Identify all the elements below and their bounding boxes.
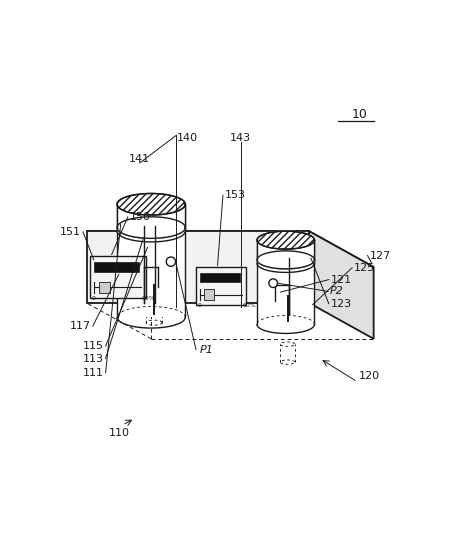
Text: P1: P1: [200, 345, 213, 355]
Polygon shape: [117, 217, 185, 238]
Polygon shape: [117, 193, 185, 215]
Text: 123: 123: [331, 299, 352, 308]
Text: 110: 110: [108, 428, 129, 438]
Text: 143: 143: [230, 133, 251, 143]
Text: 150: 150: [130, 212, 150, 222]
Text: 125: 125: [354, 263, 375, 273]
Text: 115: 115: [83, 341, 104, 351]
Polygon shape: [204, 289, 214, 300]
Text: 0: 0: [92, 296, 95, 301]
Text: P2: P2: [330, 287, 344, 296]
Polygon shape: [309, 231, 374, 339]
Polygon shape: [87, 231, 309, 303]
Text: 60%: 60%: [142, 296, 156, 301]
Polygon shape: [257, 251, 314, 269]
Text: 10: 10: [351, 108, 367, 121]
Text: 60%: 60%: [242, 302, 256, 307]
Ellipse shape: [269, 279, 277, 287]
Text: 113: 113: [83, 353, 104, 364]
Text: 121: 121: [331, 275, 352, 285]
Polygon shape: [87, 231, 374, 267]
Polygon shape: [257, 251, 314, 269]
Text: 141: 141: [129, 154, 150, 165]
Polygon shape: [94, 262, 138, 273]
Polygon shape: [200, 273, 240, 282]
Polygon shape: [257, 260, 314, 325]
Polygon shape: [196, 267, 246, 305]
Polygon shape: [257, 240, 314, 260]
Ellipse shape: [166, 257, 175, 266]
Polygon shape: [90, 256, 146, 298]
Text: 0: 0: [197, 302, 201, 307]
Polygon shape: [99, 282, 110, 293]
Text: 117: 117: [70, 321, 91, 331]
Text: 153: 153: [225, 190, 246, 200]
Text: 140: 140: [176, 133, 198, 143]
Polygon shape: [117, 204, 185, 228]
Text: 120: 120: [359, 371, 381, 382]
Polygon shape: [257, 231, 314, 249]
Polygon shape: [117, 217, 185, 238]
Text: 151: 151: [60, 227, 81, 237]
Text: 127: 127: [369, 250, 391, 261]
Polygon shape: [117, 228, 185, 317]
Text: 111: 111: [83, 368, 104, 378]
